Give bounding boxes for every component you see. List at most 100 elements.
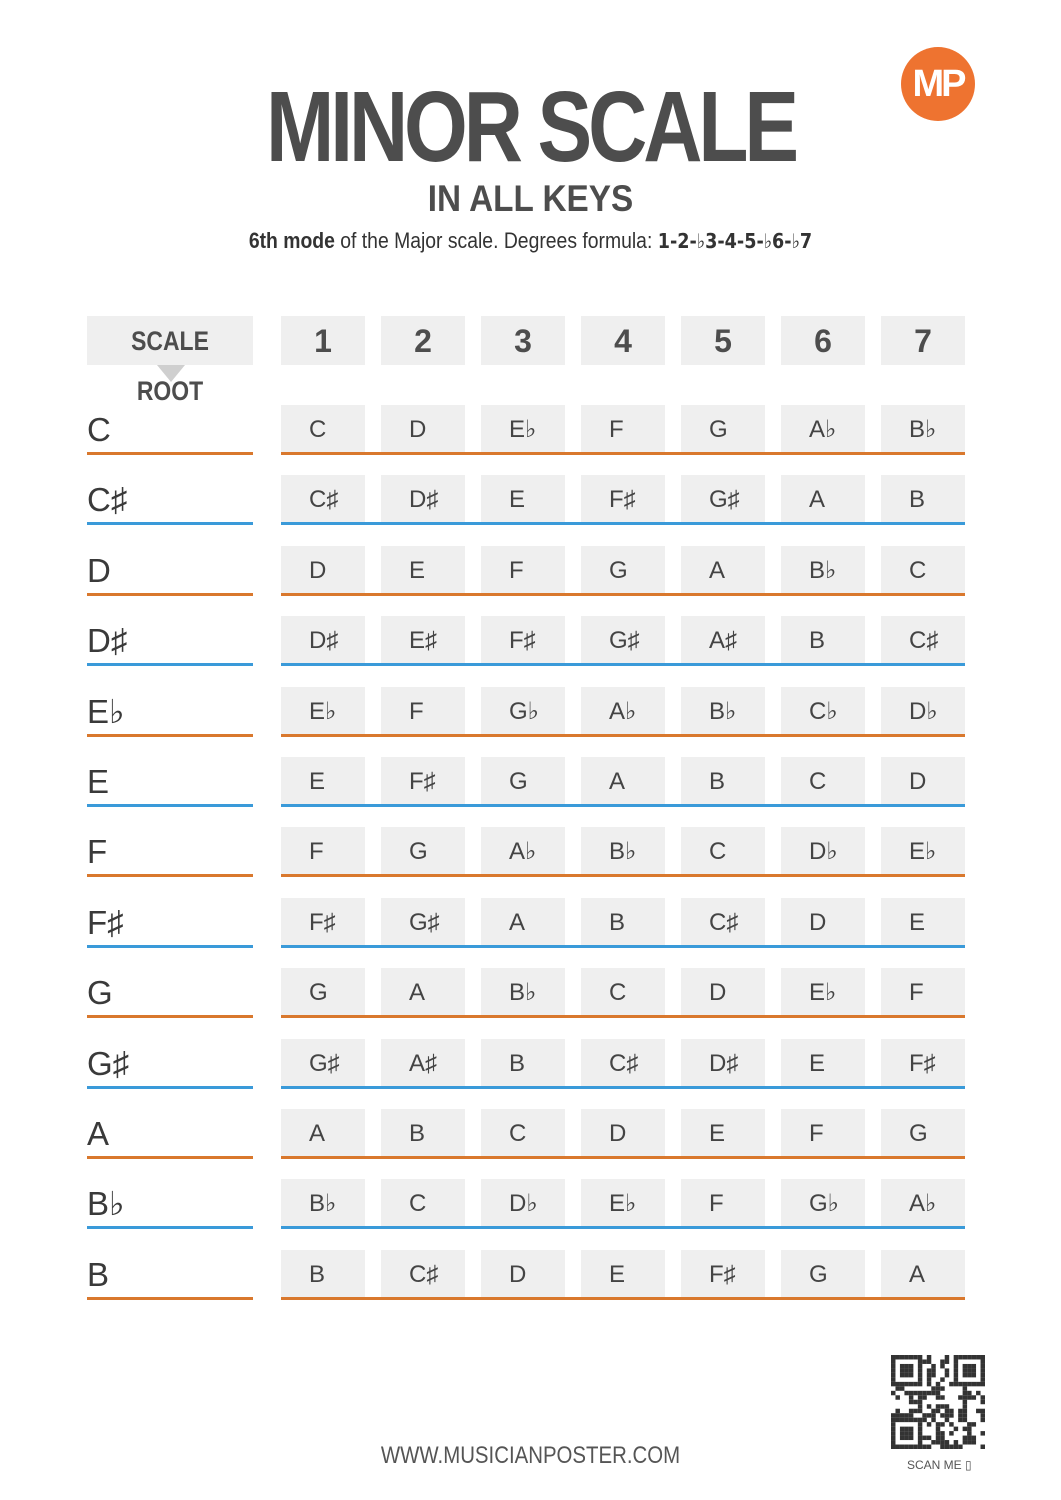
note-cell: D [381,405,465,452]
root-note: E♭ [87,692,125,730]
root-note: A [87,1115,110,1152]
note-cell: A♭ [881,1179,965,1227]
degree-header: 3 [481,316,565,365]
scale-row: C♯ C♯ D♯ E F♯ G♯ A B [0,475,1061,526]
note-cell: C [781,757,865,804]
degree-header: 4 [581,316,665,365]
row-underline [281,663,965,667]
scan-me-label: SCAN ME ▯ [907,1458,972,1472]
note-cell: F♯ [881,1038,965,1086]
note-cell: E [781,1038,865,1086]
scale-row: D D E F G A B♭ C [0,545,1061,596]
note-cell: D♭ [481,1179,565,1227]
note-cell: G [781,1249,865,1297]
row-underline [87,522,253,526]
note-cell: B [781,616,865,664]
note-cell: B [481,1038,565,1086]
degree-formula: 1-2-♭3-4-5-♭6-♭7 [657,229,813,253]
note-cell: A [681,545,765,593]
note-cell: C♭ [781,686,865,734]
note-cell: C [381,1179,465,1227]
note-cell: A [481,897,565,945]
note-cell: D♯ [381,475,465,523]
note-cell: F [581,405,665,452]
root-note: B♭ [87,1185,125,1223]
note-cell: F [481,545,565,593]
note-cell: A♭ [481,827,565,875]
note-cell: B♭ [481,968,565,1016]
note-cell: D [281,545,365,593]
row-underline [87,944,253,948]
row-underline [87,1296,253,1300]
note-cell: C♯ [381,1249,465,1297]
note-cell: G♯ [681,475,765,523]
note-cell: G [481,757,565,804]
note-cell: A♭ [581,686,665,734]
row-underline [281,1015,965,1019]
row-underline [87,1226,253,1230]
root-note: G♯ [87,1044,130,1082]
note-cell: F [881,968,965,1016]
row-underline [281,804,965,807]
note-cell: B♭ [581,827,665,875]
mode-label: 6th mode [248,228,335,253]
page-title: MINOR SCALE [266,71,799,183]
page-subtitle: IN ALL KEYS [427,178,634,219]
root-note: F♯ [87,903,124,941]
note-cell: G♯ [281,1038,365,1086]
note-cell: A [781,475,865,523]
note-cell: G♭ [481,686,565,734]
note-cell: F♯ [481,616,565,664]
row-underline [281,733,965,737]
scale-row: E♭ E♭ F G♭ A♭ B♭ C♭ D♭ [0,686,1061,737]
note-cell: E♭ [881,827,965,875]
note-cell: G [381,827,465,875]
degree-header: 7 [881,316,965,365]
website-url[interactable]: WWW.MUSICIANPOSTER.COM [380,1442,681,1469]
note-cell: C♯ [581,1038,665,1086]
note-cell: A♯ [381,1038,465,1086]
note-cell: E♯ [381,616,465,664]
note-cell: B♭ [881,405,965,452]
note-cell: A [581,757,665,804]
note-cell: E [481,475,565,523]
scale-row: G♯ G♯ A♯ B C♯ D♯ E F♯ [0,1038,1061,1089]
note-cell: F [781,1109,865,1156]
note-cell: B [281,1249,365,1297]
note-cell: G [681,405,765,452]
root-note: F [87,833,108,871]
note-cell: D [781,897,865,945]
note-cell: F [281,827,365,875]
note-cell: A♭ [781,405,865,452]
note-cell: B♭ [781,545,865,593]
note-cell: E♭ [781,968,865,1016]
note-cell: E♭ [581,1179,665,1227]
row-underline [87,874,253,878]
note-cell: C [881,545,965,593]
scale-row: F♯ F♯ G♯ A B C♯ D E [0,897,1061,948]
note-cell: A♯ [681,616,765,664]
root-note: D♯ [87,622,128,660]
description-text: of the Major scale. Degrees formula: [334,228,658,253]
scale-row: E E F♯ G A B C D [0,757,1061,807]
note-cell: F♯ [281,897,365,945]
note-cell: G♯ [381,897,465,945]
note-cell: F [381,686,465,734]
note-cell: E♭ [281,686,365,734]
root-note: B [87,1255,110,1293]
note-cell: E [381,545,465,593]
note-cell: B [881,475,965,523]
note-cell: C [281,405,365,452]
note-cell: F♯ [681,1249,765,1297]
row-underline [87,1015,253,1019]
row-underline [281,1085,965,1089]
note-cell: E [881,897,965,945]
scale-row: B B C♯ D E F♯ G A [0,1249,1061,1300]
note-cell: B♭ [681,686,765,734]
note-cell: G♭ [781,1179,865,1227]
root-note: C [87,411,111,448]
note-cell: C♯ [281,475,365,523]
note-cell: D [881,757,965,804]
